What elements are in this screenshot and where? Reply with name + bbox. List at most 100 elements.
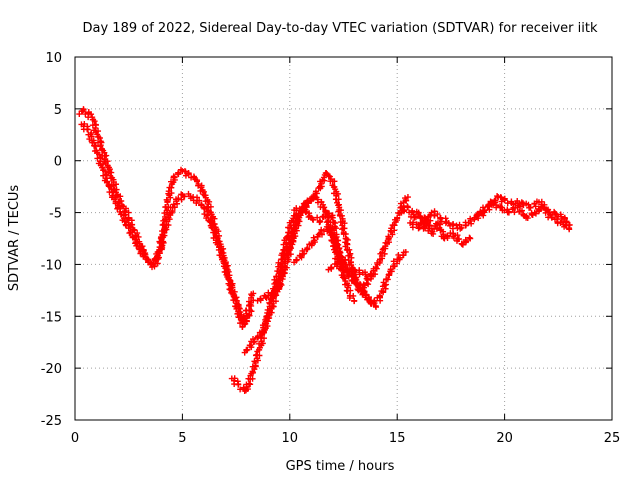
x-axis-label: GPS time / hours bbox=[286, 459, 395, 474]
data-point bbox=[372, 271, 379, 278]
data-point bbox=[404, 194, 411, 201]
data-point bbox=[167, 194, 174, 201]
data-point bbox=[445, 219, 452, 226]
data-point bbox=[484, 203, 491, 210]
data-marks bbox=[76, 106, 573, 394]
data-point bbox=[185, 170, 192, 177]
data-point bbox=[381, 250, 388, 257]
data-point bbox=[196, 197, 203, 204]
data-point bbox=[261, 320, 268, 327]
data-point bbox=[394, 215, 401, 222]
y-axis-label: SDTVAR / TECUs bbox=[7, 185, 22, 292]
data-point bbox=[137, 250, 144, 257]
data-point bbox=[325, 213, 332, 220]
data-point bbox=[431, 212, 438, 219]
data-point bbox=[233, 297, 240, 304]
data-point bbox=[371, 298, 378, 305]
data-point bbox=[462, 239, 469, 246]
data-point bbox=[467, 217, 474, 224]
data-point bbox=[107, 183, 114, 190]
data-point bbox=[531, 209, 538, 216]
data-point bbox=[458, 224, 465, 231]
data-point bbox=[341, 220, 348, 227]
data-point bbox=[157, 244, 164, 251]
data-point bbox=[247, 381, 254, 388]
data-point bbox=[175, 195, 182, 202]
data-point bbox=[88, 137, 95, 144]
data-point bbox=[389, 231, 396, 238]
data-point bbox=[276, 279, 283, 286]
data-point bbox=[92, 129, 99, 136]
data-point bbox=[214, 241, 221, 248]
x-tick-label: 25 bbox=[604, 431, 621, 446]
data-point bbox=[206, 198, 213, 205]
series-track-5 bbox=[254, 170, 375, 304]
chart-title: Day 189 of 2022, Sidereal Day-to-day VTE… bbox=[83, 21, 598, 36]
data-point bbox=[430, 230, 437, 237]
data-point bbox=[94, 149, 101, 156]
y-tick-label: -5 bbox=[49, 207, 62, 222]
data-point bbox=[301, 250, 308, 257]
data-point bbox=[235, 381, 242, 388]
data-point bbox=[352, 269, 359, 276]
data-point bbox=[444, 233, 451, 240]
data-point bbox=[390, 263, 397, 270]
data-point bbox=[103, 179, 110, 186]
data-point bbox=[287, 251, 294, 258]
x-tick-label: 0 bbox=[71, 431, 79, 446]
data-point bbox=[204, 212, 211, 219]
data-point bbox=[171, 204, 178, 211]
data-point bbox=[557, 211, 564, 218]
data-point bbox=[351, 297, 358, 304]
series-track-6 bbox=[291, 194, 411, 280]
data-point bbox=[270, 289, 277, 296]
data-point bbox=[254, 334, 261, 341]
data-point bbox=[518, 207, 525, 214]
data-point bbox=[334, 260, 341, 267]
data-point bbox=[466, 234, 473, 241]
data-point bbox=[368, 273, 375, 280]
x-tick-label: 20 bbox=[496, 431, 513, 446]
data-point bbox=[211, 215, 218, 222]
data-point bbox=[455, 235, 462, 242]
data-point bbox=[535, 208, 542, 215]
data-point bbox=[162, 225, 169, 232]
data-point bbox=[303, 204, 310, 211]
data-point bbox=[344, 241, 351, 248]
data-point bbox=[201, 205, 208, 212]
data-point bbox=[423, 217, 430, 224]
data-point bbox=[267, 292, 274, 299]
data-point bbox=[336, 265, 343, 272]
data-point bbox=[109, 192, 116, 199]
data-point bbox=[168, 209, 175, 216]
series-track-9 bbox=[407, 214, 474, 248]
data-point bbox=[217, 246, 224, 253]
x-tick-label: 10 bbox=[282, 431, 299, 446]
data-point bbox=[251, 338, 258, 345]
data-point bbox=[165, 222, 172, 229]
data-point bbox=[418, 219, 425, 226]
data-point bbox=[100, 147, 107, 154]
data-point bbox=[133, 236, 140, 243]
data-point bbox=[347, 287, 354, 294]
data-point bbox=[456, 221, 463, 228]
data-point bbox=[293, 257, 300, 264]
data-point bbox=[339, 215, 346, 222]
data-point bbox=[136, 246, 143, 253]
data-point bbox=[566, 225, 573, 232]
plot-frame bbox=[74, 56, 613, 421]
data-point bbox=[251, 358, 258, 365]
data-point bbox=[82, 111, 89, 118]
data-point bbox=[364, 296, 371, 303]
data-point bbox=[136, 240, 143, 247]
data-point bbox=[213, 237, 220, 244]
data-point bbox=[171, 174, 178, 181]
data-point bbox=[285, 256, 292, 263]
data-point bbox=[194, 178, 201, 185]
data-point bbox=[562, 215, 569, 222]
data-point bbox=[372, 264, 379, 271]
data-point bbox=[402, 248, 409, 255]
data-point bbox=[319, 176, 326, 183]
data-point bbox=[383, 276, 390, 283]
